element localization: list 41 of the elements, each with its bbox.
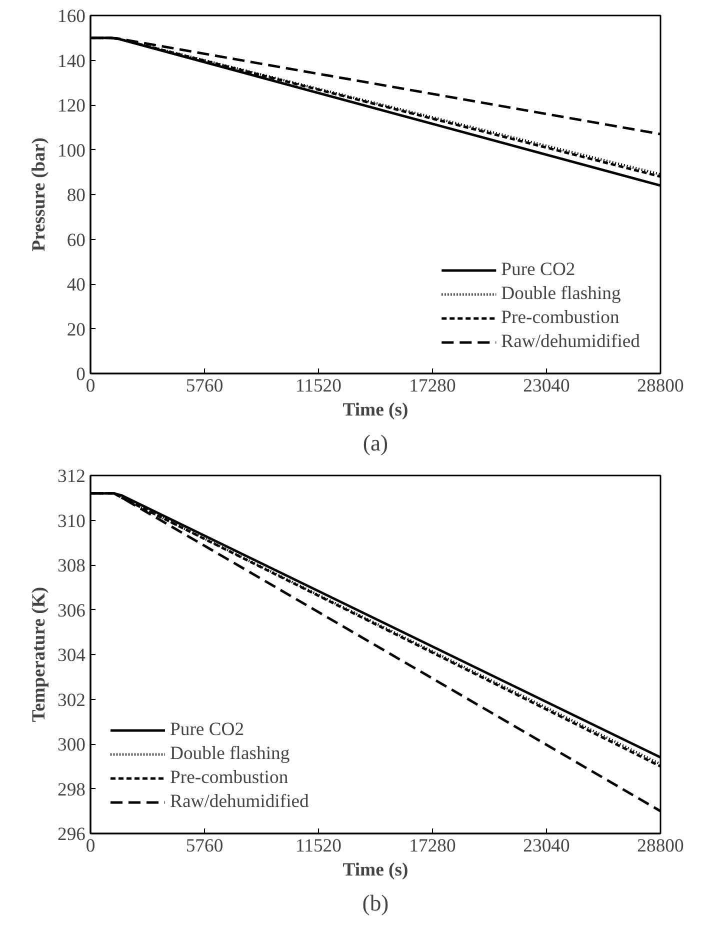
y-tick-label: 296 bbox=[58, 824, 86, 845]
y-tick-label: 100 bbox=[58, 140, 86, 162]
legend-label: Double flashing bbox=[501, 283, 621, 305]
y-tick-label: 312 bbox=[58, 466, 86, 487]
x-tick-label: 23040 bbox=[523, 376, 570, 396]
y-tick-label: 140 bbox=[58, 50, 86, 72]
legend-label: Pre-combustion bbox=[170, 767, 288, 789]
legend-label: Pre-combustion bbox=[501, 307, 620, 329]
y-axis-title: Pressure (bar) bbox=[28, 138, 50, 252]
y-tick-label: 80 bbox=[66, 185, 86, 206]
legend-label: Raw/dehumidified bbox=[501, 331, 640, 353]
y-tick-label: 310 bbox=[58, 510, 86, 532]
y-tick-label: 300 bbox=[58, 734, 86, 756]
text: (a) bbox=[362, 430, 388, 456]
y-tick-label: 298 bbox=[58, 779, 86, 800]
x-tick-label: 17280 bbox=[409, 376, 456, 396]
legend-label: Raw/dehumidified bbox=[170, 791, 309, 813]
legend-label: Pure CO2 bbox=[170, 719, 244, 741]
y-tick-label: 60 bbox=[66, 230, 86, 251]
legend-label: Pure CO2 bbox=[501, 259, 576, 281]
x-axis-title: Time (s) bbox=[342, 860, 408, 880]
x-axis-title: Time (s) bbox=[342, 400, 408, 420]
y-tick-label: 304 bbox=[58, 645, 86, 666]
x-tick-label: 28800 bbox=[637, 376, 684, 396]
x-tick-label: 5760 bbox=[186, 836, 224, 856]
y-tick-label: 20 bbox=[66, 319, 86, 340]
y-tick-label: 40 bbox=[66, 274, 86, 296]
y-tick-label: 308 bbox=[58, 556, 86, 576]
x-tick-label: 17280 bbox=[409, 836, 456, 856]
legend-label: Double flashing bbox=[170, 743, 290, 765]
text: (b) bbox=[362, 890, 389, 916]
x-tick-label: 11520 bbox=[296, 376, 342, 396]
x-tick-label: 11520 bbox=[296, 836, 342, 856]
y-tick-label: 120 bbox=[58, 96, 86, 116]
x-tick-label: 23040 bbox=[523, 836, 570, 856]
x-tick-label: 5760 bbox=[186, 376, 224, 396]
y-axis-title: Temperature (K) bbox=[28, 586, 50, 722]
x-tick-label: 28800 bbox=[637, 836, 684, 856]
y-tick-label: 306 bbox=[58, 600, 86, 622]
y-tick-label: 160 bbox=[58, 6, 86, 27]
y-tick-label: 302 bbox=[58, 690, 86, 711]
